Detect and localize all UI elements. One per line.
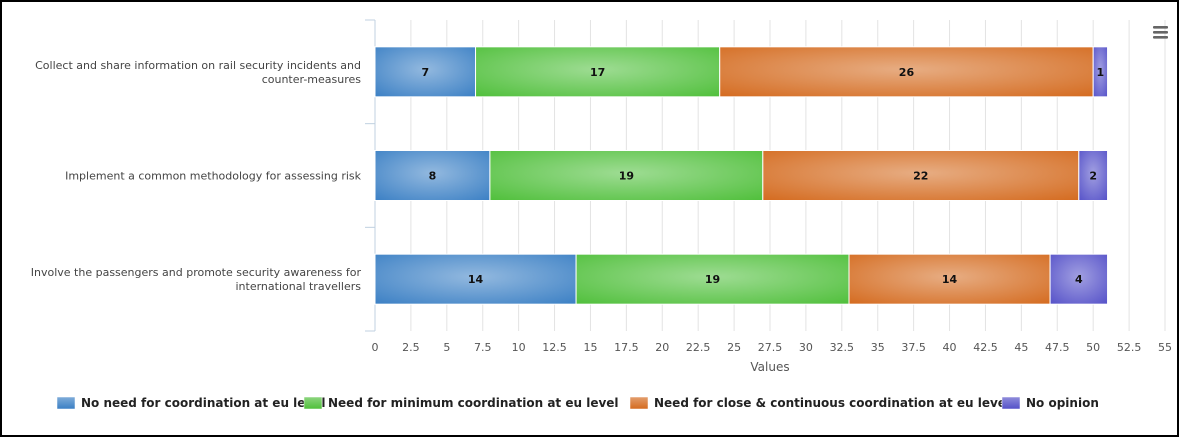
svg-text:Need for close & continuous co: Need for close & continuous coordination… [654,396,1010,410]
svg-text:Need for minimum coordination: Need for minimum coordination at eu leve… [328,396,619,410]
x-tick-label: 12.5 [542,341,567,354]
bar-segment[interactable] [374,253,577,305]
data-label: 19 [705,273,720,286]
data-label: 1 [1097,66,1105,79]
hamburger-menu-icon[interactable] [1149,22,1171,42]
x-tick-label: 5 [443,341,450,354]
bar-segment[interactable] [848,253,1051,305]
bar-segment[interactable] [1078,150,1109,201]
legend-item[interactable]: Need for minimum coordination at eu leve… [303,396,619,410]
x-tick-label: 37.5 [901,341,926,354]
y-axis [365,19,376,332]
x-tick-label: 55 [1158,341,1172,354]
x-tick-label: 45 [1014,341,1028,354]
x-tick-label: 10 [512,341,526,354]
data-label: 14 [942,273,958,286]
legend-item[interactable]: No opinion [1001,396,1099,410]
data-labels: 7 17 26 18 19 22 214 19 14 4 [421,66,1104,286]
x-tick-label: 15 [583,341,597,354]
bar-segment[interactable] [719,46,1094,98]
x-tick-label: 35 [871,341,885,354]
data-label: 4 [1075,273,1083,286]
bar-segment[interactable] [489,150,764,201]
bar-segment[interactable] [1092,46,1109,98]
x-tick-label: 40 [943,341,957,354]
bar-segment[interactable] [475,46,721,98]
bar-segment[interactable] [575,253,850,305]
x-tick-label: 17.5 [614,341,639,354]
legend-item[interactable]: Need for close & continuous coordination… [629,396,1010,410]
x-tick-label: 47.5 [1045,341,1070,354]
bar-segment[interactable] [1049,253,1109,305]
data-label: 22 [913,170,928,183]
svg-text:No opinion: No opinion [1026,396,1099,410]
bar-segment[interactable] [374,46,477,98]
data-label: 8 [429,170,437,183]
x-axis-title: Values [750,360,789,374]
x-tick-label: 25 [727,341,741,354]
data-label: 2 [1089,170,1097,183]
category-labels: Collect and share information on rail se… [31,59,362,293]
data-label: 17 [590,66,605,79]
category-label: Implement a common methodology for asses… [65,170,362,183]
category-label: Involve the passengers and promote secur… [31,266,362,293]
data-label: 14 [468,273,484,286]
x-tick-label: 30 [799,341,813,354]
x-tick-label: 20 [655,341,669,354]
data-label: 7 [421,66,429,79]
data-label: 26 [899,66,915,79]
x-tick-label: 7.5 [474,341,492,354]
x-tick-label: 50 [1086,341,1100,354]
x-tick-label: 27.5 [758,341,783,354]
x-tick-label: 42.5 [973,341,998,354]
x-tick-label: 22.5 [686,341,711,354]
x-tick-label: 2.5 [402,341,420,354]
x-tick-label: 52.5 [1117,341,1142,354]
legend-item[interactable]: No need for coordination at eu level [56,396,326,410]
category-label: Collect and share information on rail se… [35,59,361,86]
x-tick-label: 0 [372,341,379,354]
legend: No need for coordination at eu level Need… [56,396,1099,410]
bars [374,46,1109,305]
data-label: 19 [619,170,634,183]
svg-text:No need for coordination at eu: No need for coordination at eu level [81,396,326,410]
x-tick-labels: 0 2.5 5 7.5 10 12.5 15 17.5 20 22.5 25 27.5 30 32.5 35… [372,341,1173,354]
x-tick-label: 32.5 [830,341,855,354]
